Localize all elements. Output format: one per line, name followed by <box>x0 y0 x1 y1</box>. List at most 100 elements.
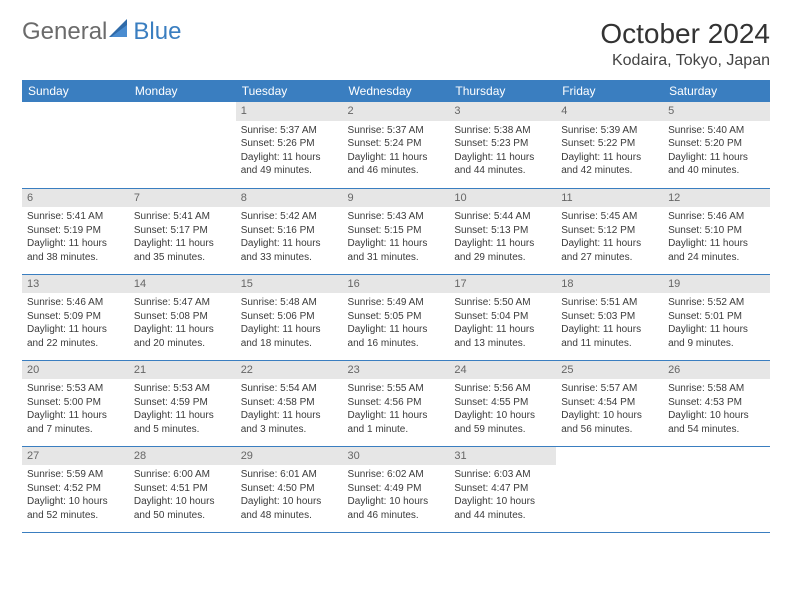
sunset-text: Sunset: 4:49 PM <box>348 482 445 496</box>
day-body: Sunrise: 5:41 AMSunset: 5:19 PMDaylight:… <box>22 207 129 268</box>
sunset-text: Sunset: 5:16 PM <box>241 224 338 238</box>
calendar-cell: 15Sunrise: 5:48 AMSunset: 5:06 PMDayligh… <box>236 274 343 360</box>
sunrise-text: Sunrise: 5:43 AM <box>348 210 445 224</box>
daylight-text: Daylight: 10 hours and 46 minutes. <box>348 495 445 522</box>
sunrise-text: Sunrise: 5:39 AM <box>561 124 658 138</box>
day-body: Sunrise: 5:37 AMSunset: 5:26 PMDaylight:… <box>236 121 343 182</box>
day-header: Saturday <box>663 80 770 102</box>
sunrise-text: Sunrise: 5:56 AM <box>454 382 551 396</box>
day-number: 24 <box>449 361 556 380</box>
day-number: 25 <box>556 361 663 380</box>
daylight-text: Daylight: 11 hours and 9 minutes. <box>668 323 765 350</box>
calendar-cell: 22Sunrise: 5:54 AMSunset: 4:58 PMDayligh… <box>236 360 343 446</box>
calendar-cell <box>22 102 129 188</box>
calendar-cell: 1Sunrise: 5:37 AMSunset: 5:26 PMDaylight… <box>236 102 343 188</box>
calendar-cell: 23Sunrise: 5:55 AMSunset: 4:56 PMDayligh… <box>343 360 450 446</box>
day-header: Monday <box>129 80 236 102</box>
sunrise-text: Sunrise: 5:48 AM <box>241 296 338 310</box>
sunrise-text: Sunrise: 5:42 AM <box>241 210 338 224</box>
sunset-text: Sunset: 5:08 PM <box>134 310 231 324</box>
sunset-text: Sunset: 5:05 PM <box>348 310 445 324</box>
calendar-cell: 16Sunrise: 5:49 AMSunset: 5:05 PMDayligh… <box>343 274 450 360</box>
sunrise-text: Sunrise: 5:58 AM <box>668 382 765 396</box>
day-number: 16 <box>343 275 450 294</box>
day-body: Sunrise: 5:52 AMSunset: 5:01 PMDaylight:… <box>663 293 770 354</box>
sunrise-text: Sunrise: 5:40 AM <box>668 124 765 138</box>
title-block: October 2024 Kodaira, Tokyo, Japan <box>600 18 770 70</box>
sunrise-text: Sunrise: 5:37 AM <box>241 124 338 138</box>
day-number: 4 <box>556 102 663 121</box>
sunrise-text: Sunrise: 5:41 AM <box>134 210 231 224</box>
day-body: Sunrise: 6:02 AMSunset: 4:49 PMDaylight:… <box>343 465 450 526</box>
calendar-cell: 12Sunrise: 5:46 AMSunset: 5:10 PMDayligh… <box>663 188 770 274</box>
day-header: Friday <box>556 80 663 102</box>
sunset-text: Sunset: 4:47 PM <box>454 482 551 496</box>
day-number: 31 <box>449 447 556 466</box>
calendar-cell: 21Sunrise: 5:53 AMSunset: 4:59 PMDayligh… <box>129 360 236 446</box>
day-body: Sunrise: 5:42 AMSunset: 5:16 PMDaylight:… <box>236 207 343 268</box>
daylight-text: Daylight: 10 hours and 56 minutes. <box>561 409 658 436</box>
sunrise-text: Sunrise: 5:49 AM <box>348 296 445 310</box>
day-number: 1 <box>236 102 343 121</box>
brand-sail-icon <box>109 18 131 46</box>
sunset-text: Sunset: 4:55 PM <box>454 396 551 410</box>
day-number: 19 <box>663 275 770 294</box>
sunset-text: Sunset: 5:12 PM <box>561 224 658 238</box>
day-header: Thursday <box>449 80 556 102</box>
daylight-text: Daylight: 10 hours and 44 minutes. <box>454 495 551 522</box>
sunset-text: Sunset: 5:13 PM <box>454 224 551 238</box>
day-number: 6 <box>22 189 129 208</box>
brand-part1: General <box>22 18 107 46</box>
daylight-text: Daylight: 11 hours and 7 minutes. <box>27 409 124 436</box>
day-body: Sunrise: 5:49 AMSunset: 5:05 PMDaylight:… <box>343 293 450 354</box>
calendar-week-row: 13Sunrise: 5:46 AMSunset: 5:09 PMDayligh… <box>22 274 770 360</box>
sunset-text: Sunset: 5:24 PM <box>348 137 445 151</box>
day-number: 23 <box>343 361 450 380</box>
calendar-cell: 25Sunrise: 5:57 AMSunset: 4:54 PMDayligh… <box>556 360 663 446</box>
day-body: Sunrise: 5:53 AMSunset: 5:00 PMDaylight:… <box>22 379 129 440</box>
calendar-cell: 27Sunrise: 5:59 AMSunset: 4:52 PMDayligh… <box>22 446 129 532</box>
sunset-text: Sunset: 5:22 PM <box>561 137 658 151</box>
calendar-cell: 17Sunrise: 5:50 AMSunset: 5:04 PMDayligh… <box>449 274 556 360</box>
day-body: Sunrise: 5:53 AMSunset: 4:59 PMDaylight:… <box>129 379 236 440</box>
sunset-text: Sunset: 5:26 PM <box>241 137 338 151</box>
sunset-text: Sunset: 5:23 PM <box>454 137 551 151</box>
sunset-text: Sunset: 4:51 PM <box>134 482 231 496</box>
daylight-text: Daylight: 11 hours and 49 minutes. <box>241 151 338 178</box>
sunset-text: Sunset: 5:15 PM <box>348 224 445 238</box>
day-body: Sunrise: 6:01 AMSunset: 4:50 PMDaylight:… <box>236 465 343 526</box>
daylight-text: Daylight: 10 hours and 48 minutes. <box>241 495 338 522</box>
day-number: 10 <box>449 189 556 208</box>
daylight-text: Daylight: 10 hours and 59 minutes. <box>454 409 551 436</box>
daylight-text: Daylight: 11 hours and 22 minutes. <box>27 323 124 350</box>
calendar-cell: 10Sunrise: 5:44 AMSunset: 5:13 PMDayligh… <box>449 188 556 274</box>
daylight-text: Daylight: 11 hours and 33 minutes. <box>241 237 338 264</box>
sunset-text: Sunset: 5:09 PM <box>27 310 124 324</box>
day-body: Sunrise: 5:46 AMSunset: 5:09 PMDaylight:… <box>22 293 129 354</box>
sunrise-text: Sunrise: 5:46 AM <box>27 296 124 310</box>
day-body: Sunrise: 6:00 AMSunset: 4:51 PMDaylight:… <box>129 465 236 526</box>
sunrise-text: Sunrise: 5:55 AM <box>348 382 445 396</box>
sunrise-text: Sunrise: 6:02 AM <box>348 468 445 482</box>
sunset-text: Sunset: 5:03 PM <box>561 310 658 324</box>
day-number: 5 <box>663 102 770 121</box>
day-number: 29 <box>236 447 343 466</box>
daylight-text: Daylight: 11 hours and 38 minutes. <box>27 237 124 264</box>
day-body: Sunrise: 5:50 AMSunset: 5:04 PMDaylight:… <box>449 293 556 354</box>
sunset-text: Sunset: 5:10 PM <box>668 224 765 238</box>
day-number: 15 <box>236 275 343 294</box>
daylight-text: Daylight: 11 hours and 11 minutes. <box>561 323 658 350</box>
calendar-cell: 5Sunrise: 5:40 AMSunset: 5:20 PMDaylight… <box>663 102 770 188</box>
calendar-cell: 28Sunrise: 6:00 AMSunset: 4:51 PMDayligh… <box>129 446 236 532</box>
sunrise-text: Sunrise: 5:57 AM <box>561 382 658 396</box>
calendar-cell: 30Sunrise: 6:02 AMSunset: 4:49 PMDayligh… <box>343 446 450 532</box>
daylight-text: Daylight: 11 hours and 35 minutes. <box>134 237 231 264</box>
sunrise-text: Sunrise: 5:59 AM <box>27 468 124 482</box>
location: Kodaira, Tokyo, Japan <box>600 52 770 70</box>
sunrise-text: Sunrise: 6:01 AM <box>241 468 338 482</box>
day-body: Sunrise: 5:37 AMSunset: 5:24 PMDaylight:… <box>343 121 450 182</box>
day-number: 12 <box>663 189 770 208</box>
day-header-row: Sunday Monday Tuesday Wednesday Thursday… <box>22 80 770 102</box>
daylight-text: Daylight: 10 hours and 54 minutes. <box>668 409 765 436</box>
calendar-cell: 29Sunrise: 6:01 AMSunset: 4:50 PMDayligh… <box>236 446 343 532</box>
